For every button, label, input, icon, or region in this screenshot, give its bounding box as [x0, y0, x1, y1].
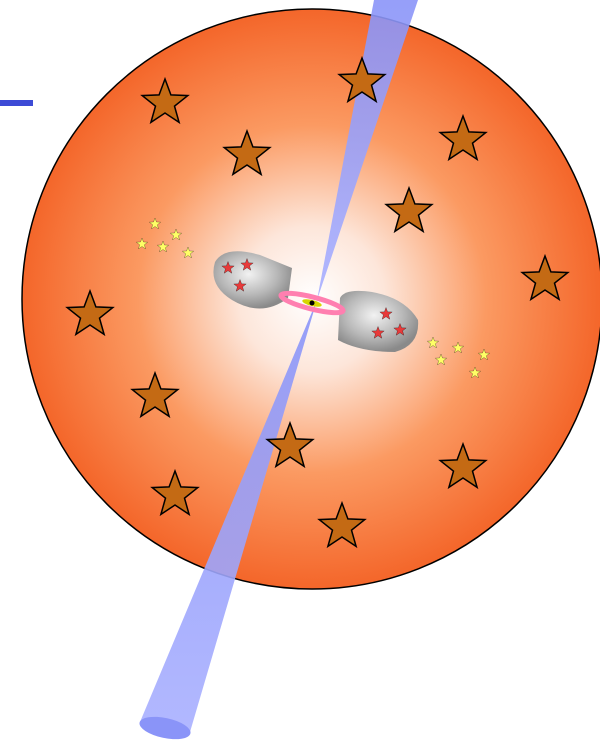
bar	[0, 100, 33, 106]
torus	[278, 290, 346, 316]
jet-lower	[140, 300, 317, 732]
jet-upper	[317, 0, 418, 300]
cloud-right	[338, 290, 419, 352]
jet-end	[139, 716, 191, 740]
cloud-left	[213, 251, 292, 309]
core	[309, 300, 315, 306]
